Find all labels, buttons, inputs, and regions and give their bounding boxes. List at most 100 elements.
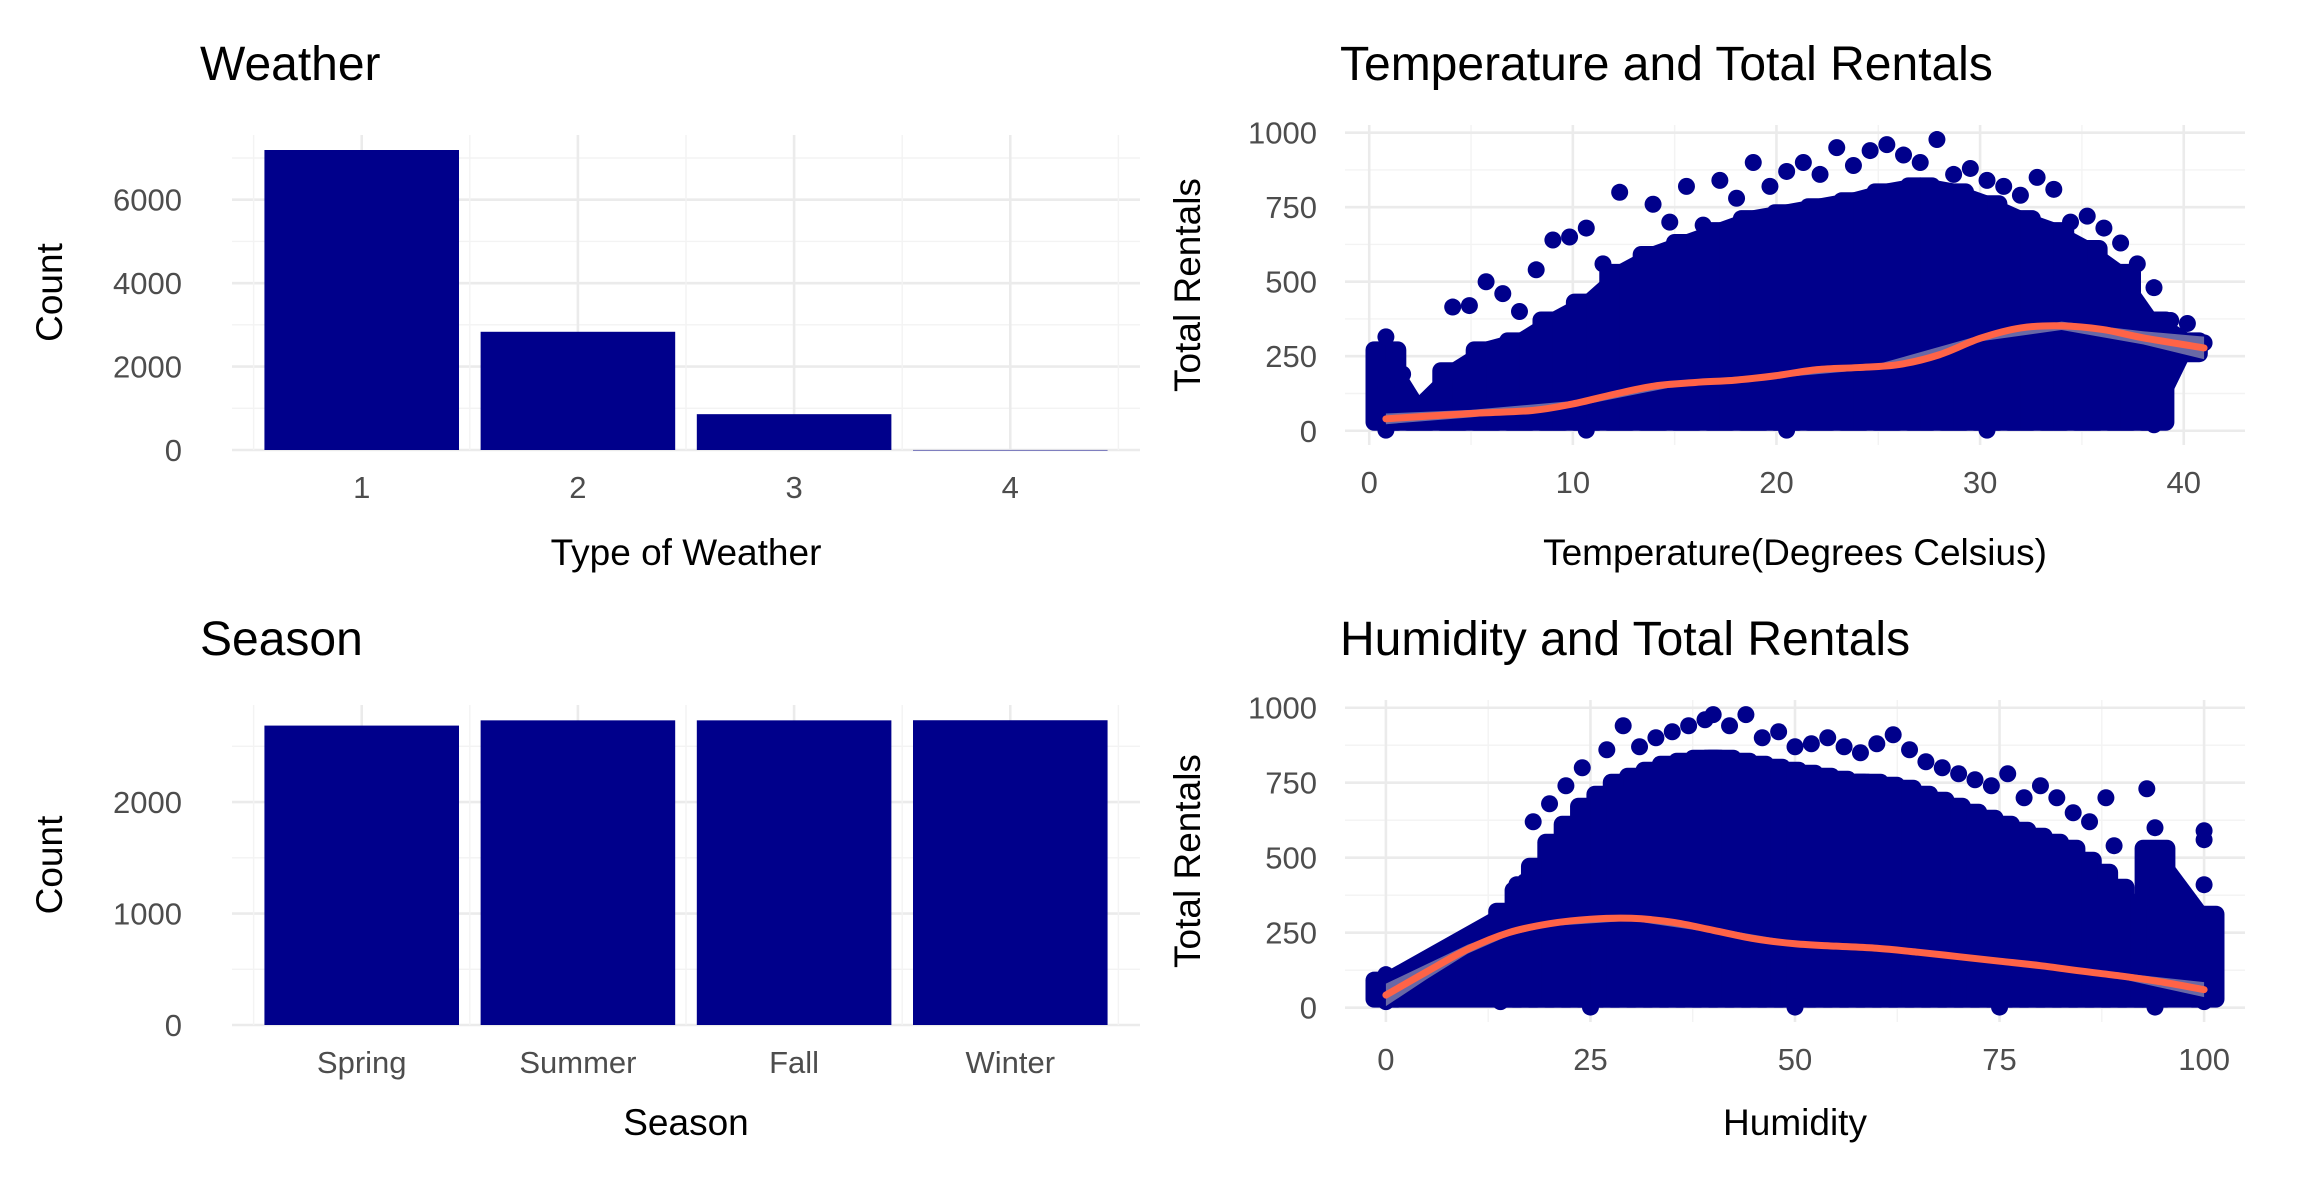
humidity-point [2195,993,2213,1011]
temperature-point [2078,207,2096,225]
humidity-point [1475,990,1493,1008]
humidity-point [2064,804,2082,822]
temperature-point [1661,213,1679,231]
temperature-point-cloud [1519,311,1553,431]
humidity-point-cloud [1934,791,1951,1008]
temperature-y-axis-title: Total Rentals [1167,178,1208,392]
temperature-plot-area: 0 250 500 750 1000 0 10 20 30 40 [1248,116,2245,500]
humidity-point [1999,765,2017,783]
temperature-point [1844,156,1862,174]
humidity-point-cloud [1901,779,1918,1008]
temperature-smooth-line [1382,322,2208,423]
humidity-point-cloud [1999,815,2016,1008]
temperature-y-tick-label: 500 [1265,265,1317,300]
temperature-y-tick-label: 750 [1265,190,1317,225]
temperature-point [1828,139,1846,157]
humidity-point-cloud [2081,851,2098,1008]
humidity-point [1835,738,1853,756]
weather-x-tick-label: 1 [353,470,370,505]
humidity-point [2138,780,2156,798]
temperature-point [1444,362,1462,380]
temperature-point [1561,228,1579,246]
temperature-point-cloud [1886,177,1921,431]
humidity-point-cloud [2065,839,2082,1008]
temperature-title: Temperature and Total Rentals [1340,38,1993,91]
humidity-point [2097,789,2115,807]
temperature-point-cloud [1719,210,1754,431]
temperature-point [1594,255,1612,273]
humidity-point-cloud [1966,803,1984,1008]
humidity-point-cloud [1786,761,1804,1008]
temperature-point [1878,136,1896,154]
temperature-point [2062,213,2080,231]
temperature-point [1494,285,1512,303]
humidity-point [1721,717,1739,735]
humidity-point-cloud [1655,755,1673,1008]
humidity-point [2195,831,2213,849]
temperature-point-cloud [1920,177,1954,431]
temperature-points [1365,131,2213,439]
humidity-point [1598,741,1616,759]
temperature-point [2145,279,2163,297]
humidity-y-tick-label: 750 [1265,766,1317,801]
humidity-point [1647,729,1665,747]
humidity-point [2146,998,2164,1016]
humidity-points [1365,706,2225,1016]
humidity-x-tick-label: 100 [2178,1042,2230,1077]
humidity-point [1884,726,1902,744]
season-y-tick-label: 2000 [113,785,182,820]
temperature-point [2095,219,2113,237]
weather-y-tick-label: 0 [165,433,182,468]
humidity-point [1581,998,1599,1016]
humidity-point-cloud [1623,767,1640,1008]
humidity-point [1991,998,2009,1016]
temperature-point [1794,153,1812,171]
temperature-point [1677,177,1695,195]
temperature-point-cloud [1987,195,2021,431]
humidity-point-cloud [1574,797,1591,1008]
temperature-x-tick-label: 40 [2166,465,2200,500]
humidity-point [1737,706,1755,724]
temperature-panel: Temperature and Total Rentals 0 250 500 750 1… [1167,38,2245,573]
humidity-point-cloud [1868,773,1885,1008]
temperature-point-cloud [1452,341,1487,431]
humidity-point [2105,837,2123,855]
temperature-point [2112,234,2130,252]
temperature-x-axis-title: Temperature(Degrees Celsius) [1543,532,2047,573]
season-y-tick-label: 1000 [113,897,182,932]
season-x-tick-label: Spring [317,1045,407,1080]
weather-x-tick-label: 4 [1002,470,1019,505]
temperature-point-cloud [1853,183,1887,431]
temperature-point [1577,219,1595,237]
temperature-point [2162,311,2180,329]
season-x-tick-label: Winter [965,1045,1055,1080]
humidity-point-cloud [2130,893,2147,1008]
humidity-point-cloud [1917,785,1935,1008]
humidity-point [1541,795,1559,813]
weather-title: Weather [200,38,381,91]
weather-bar [264,150,459,450]
temperature-point [1911,153,1929,171]
humidity-point-cloud [1672,752,1689,1008]
humidity-y-axis-title: Total Rentals [1167,754,1208,968]
temperature-point [1627,267,1645,285]
temperature-point-cloud [1552,293,1587,431]
humidity-point-cloud [1639,761,1656,1008]
humidity-point-cloud [1590,785,1607,1008]
season-plot-area: 0 1000 2000 Spring Summer Fall Winter [113,705,1140,1080]
humidity-point-cloud [1606,773,1624,1008]
temperature-y-tick-label: 0 [1300,414,1317,449]
humidity-x-tick-label: 75 [1982,1042,2016,1077]
temperature-point [1477,347,1495,365]
temperature-point [1427,395,1445,413]
humidity-point [1819,729,1837,747]
humidity-point [1442,975,1460,993]
temperature-point [1644,195,1662,213]
temperature-point [1510,303,1528,321]
season-bar [696,720,892,1025]
humidity-point [1557,777,1575,795]
humidity-point [1573,759,1591,777]
humidity-point [2031,777,2049,795]
season-y-tick-label: 0 [165,1008,182,1043]
